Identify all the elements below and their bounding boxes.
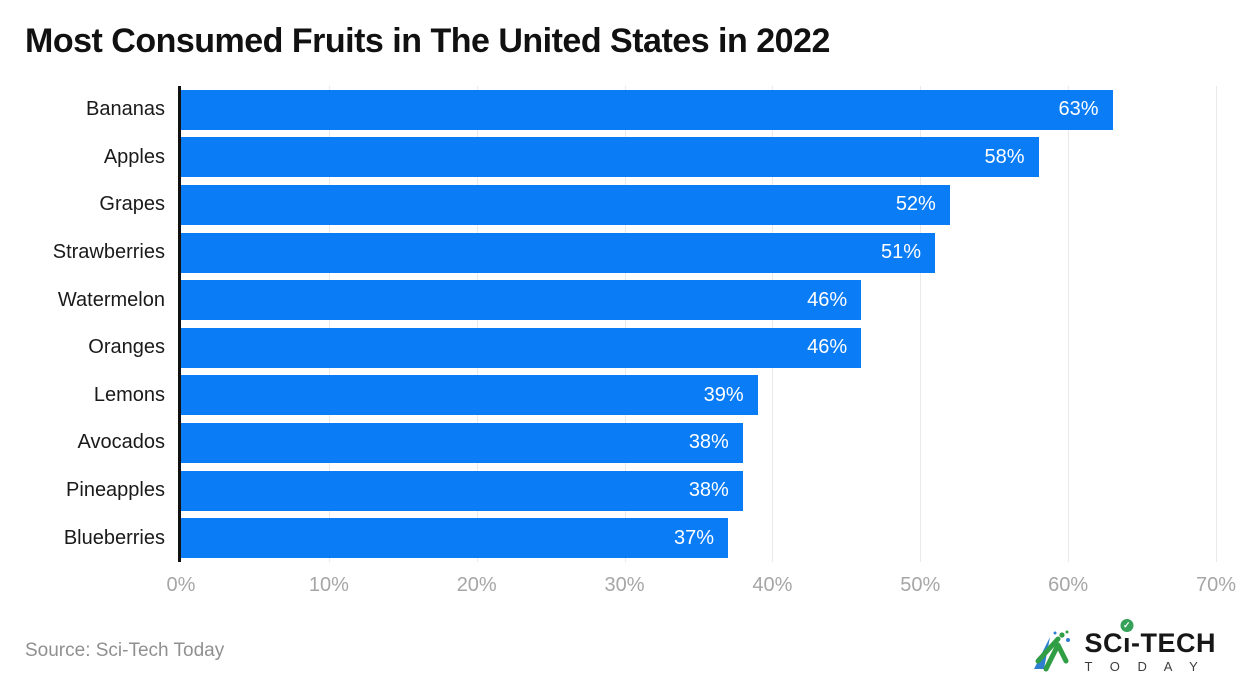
bar-strawberries: 51% xyxy=(181,232,936,273)
brand-text: SC ı ✓ -TECH T O D A Y xyxy=(1084,619,1216,674)
bar-oranges: 46% xyxy=(181,327,862,368)
gridline xyxy=(1216,86,1217,562)
brand-name-tech: -TECH xyxy=(1131,628,1216,658)
bar-value: 46% xyxy=(807,288,848,311)
bar-row: 51% xyxy=(181,229,1216,277)
y-axis-labels: Bananas Apples Grapes Strawberries Water… xyxy=(25,86,178,562)
x-tick: 60% xyxy=(1048,574,1089,596)
x-tick: 40% xyxy=(752,574,793,596)
chart-title: Most Consumed Fruits in The United State… xyxy=(25,22,830,60)
x-axis: 0% 10% 20% 30% 40% 50% 60% 70% xyxy=(167,562,1236,596)
category-label: Strawberries xyxy=(52,241,165,264)
gridline xyxy=(1068,86,1070,562)
category-label: Oranges xyxy=(88,336,165,359)
bar-avocados: 38% xyxy=(181,422,743,463)
brand-name: SC ı ✓ -TECH xyxy=(1084,619,1216,658)
bar-apples: 58% xyxy=(181,137,1039,178)
bar-row: 38% xyxy=(181,419,1216,467)
bar-value: 46% xyxy=(807,336,848,359)
bar-blueberries: 37% xyxy=(181,518,729,559)
x-tick: 30% xyxy=(604,574,645,596)
x-tick: 70% xyxy=(1195,574,1237,596)
bar-row: 37% xyxy=(181,514,1216,562)
scitech-logo-icon xyxy=(1034,630,1071,672)
scitech-today-logo: SC ı ✓ -TECH T O D A Y xyxy=(1028,619,1216,675)
bar-row: 63% xyxy=(181,86,1216,134)
source-credit: Source: Sci-Tech Today xyxy=(25,640,225,661)
category-label: Bananas xyxy=(86,98,165,121)
bar-value: 58% xyxy=(984,145,1025,168)
category-label: Blueberries xyxy=(63,526,165,549)
bar-value: 37% xyxy=(674,526,715,549)
bar-lemons: 39% xyxy=(181,375,758,416)
bar-value: 63% xyxy=(1058,98,1099,121)
gridline xyxy=(772,86,774,562)
x-tick: 50% xyxy=(900,574,941,596)
brand-name-sc: SC xyxy=(1084,628,1123,658)
bar-pineapples: 38% xyxy=(181,470,743,511)
brand-subtitle: T O D A Y xyxy=(1084,659,1205,674)
gridline xyxy=(476,86,478,562)
bars: 63% 58% 52% 51% 46% 46% 39% 38% 38% 37% xyxy=(181,86,1216,562)
bar-watermelon: 46% xyxy=(181,280,862,321)
bar-row: 46% xyxy=(181,324,1216,372)
x-tick: 10% xyxy=(308,574,349,596)
bar-value: 39% xyxy=(703,383,744,406)
gridline xyxy=(624,86,626,562)
bar-value: 52% xyxy=(895,193,936,216)
bar-value: 38% xyxy=(688,431,729,454)
plot-area: 63% 58% 52% 51% 46% 46% 39% 38% 38% 37% … xyxy=(167,86,1236,596)
gridline xyxy=(328,86,330,562)
brand-name-i: ı ✓ xyxy=(1120,619,1134,657)
bar-row: 38% xyxy=(181,467,1216,515)
check-icon: ✓ xyxy=(1120,619,1134,632)
bar-row: 39% xyxy=(181,372,1216,420)
bar-value: 51% xyxy=(881,241,922,264)
category-label: Avocados xyxy=(77,431,165,454)
x-tick: 20% xyxy=(456,574,497,596)
bar-value: 38% xyxy=(688,479,729,502)
bar-chart: Bananas Apples Grapes Strawberries Water… xyxy=(25,86,1236,596)
bar-bananas: 63% xyxy=(181,89,1113,130)
category-label: Watermelon xyxy=(57,288,165,311)
category-label: Apples xyxy=(103,145,165,168)
x-tick: 0% xyxy=(166,574,196,596)
bar-row: 58% xyxy=(181,134,1216,182)
category-label: Pineapples xyxy=(66,479,165,502)
footer: Source: Sci-Tech Today SC ı ✓ -TECH T O D A… xyxy=(25,619,1216,680)
category-label: Grapes xyxy=(99,193,165,216)
bar-grapes: 52% xyxy=(181,184,950,225)
bar-row: 46% xyxy=(181,276,1216,324)
gridline xyxy=(920,86,922,562)
bar-row: 52% xyxy=(181,181,1216,229)
category-label: Lemons xyxy=(93,383,165,406)
